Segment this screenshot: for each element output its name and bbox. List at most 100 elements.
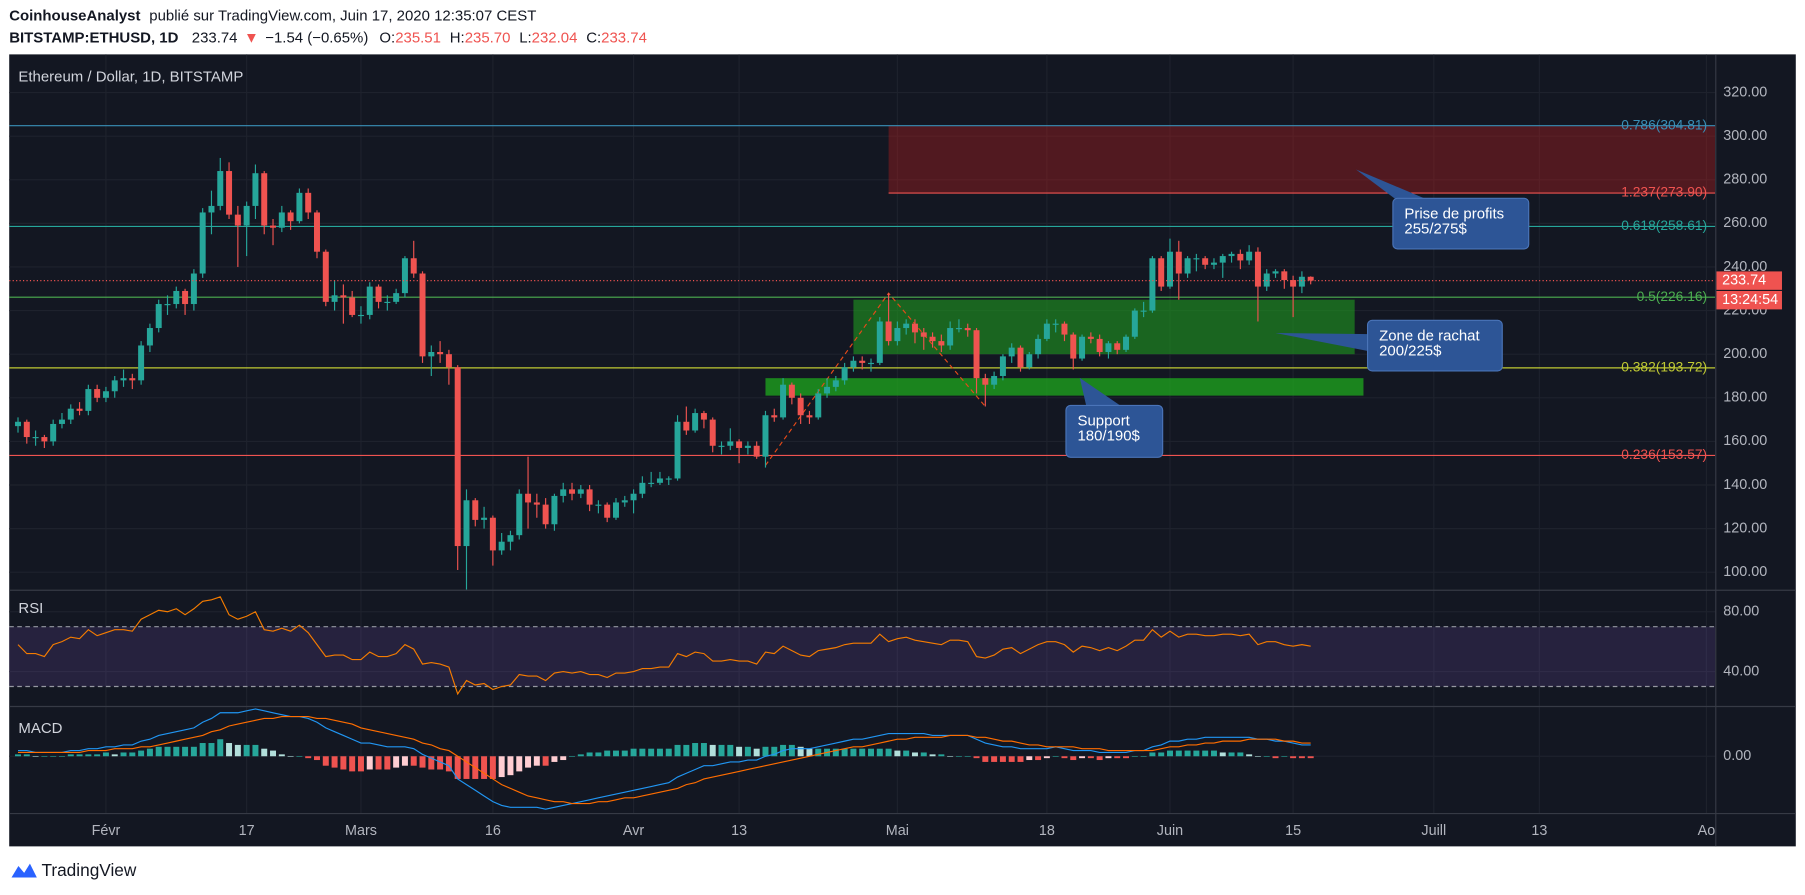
macd-histogram-bar [525, 756, 532, 768]
fib-level-label: 0.5(226.16) [1637, 288, 1708, 304]
x-tick-label: Juill [1421, 823, 1446, 839]
macd-histogram-bar [903, 750, 910, 757]
macd-histogram-bar [560, 756, 567, 761]
candle-body [507, 535, 514, 542]
macd-histogram-bar [1123, 756, 1130, 759]
macd-histogram-bar [252, 744, 259, 757]
macd-histogram-bar [815, 748, 822, 757]
candle-body [454, 367, 461, 547]
macd-histogram-bar [1298, 756, 1305, 759]
rsi-tick-label: 80.00 [1723, 604, 1759, 620]
macd-histogram-bar [1061, 756, 1068, 759]
macd-histogram-bar [1175, 750, 1182, 757]
macd-histogram-bar [243, 744, 250, 757]
last-price-tag [1716, 271, 1782, 290]
macd-histogram-bar [1167, 750, 1173, 757]
macd-histogram-bar [727, 744, 734, 757]
candle-body [366, 286, 373, 315]
macd-histogram-bar [1237, 752, 1244, 757]
candle-body [15, 421, 21, 427]
macd-histogram-bar [208, 743, 215, 757]
header-line-1: CoinhouseAnalyst publié sur TradingView.… [9, 7, 536, 24]
candle-body [1281, 271, 1288, 281]
macd-histogram-bar [375, 756, 382, 770]
candle-body [911, 323, 918, 333]
macd-histogram-bar [911, 752, 918, 757]
zone [765, 378, 1364, 396]
y-tick-label: 120.00 [1723, 520, 1767, 536]
candle-body [560, 489, 567, 496]
candle-body [23, 421, 30, 438]
candle-body [621, 500, 628, 503]
y-tick-label: 300.00 [1723, 128, 1767, 144]
candle-body [111, 380, 118, 392]
logo-text: TradingView [41, 860, 136, 880]
y-tick-label: 180.00 [1723, 390, 1767, 406]
macd-histogram-bar [604, 750, 611, 757]
candle-body [1043, 323, 1050, 339]
macd-histogram-bar [287, 756, 294, 757]
candle-body [903, 323, 910, 329]
candle-body [481, 517, 488, 520]
candle-body [595, 504, 602, 506]
macd-histogram-bar [1149, 752, 1156, 757]
macd-histogram-bar [94, 754, 101, 757]
macd-histogram-bar [454, 756, 461, 779]
macd-histogram-bar [586, 752, 593, 757]
zone [853, 299, 1355, 355]
price-pane: 0.786(304.81) 1.237(273.90) 0.618(258.61) 0… [9, 116, 1716, 590]
candle-body [868, 362, 874, 365]
rsi-tick-label: 40.00 [1723, 663, 1759, 679]
macd-histogram-bar [982, 756, 989, 762]
macd-histogram-bar [569, 756, 576, 757]
macd-histogram-bar [938, 754, 945, 757]
candle-body [155, 304, 162, 329]
macd-histogram-bar [894, 750, 901, 757]
candle-body [1184, 258, 1191, 274]
countdown-tag [1716, 290, 1782, 310]
chart-area [9, 54, 1796, 847]
candle-body [929, 336, 936, 342]
macd-histogram-bar [507, 756, 514, 776]
candle-body [964, 328, 971, 331]
macd-histogram-bar [577, 754, 584, 757]
candle-body [700, 413, 707, 420]
candle-body [920, 332, 927, 337]
macd-histogram-bar [1035, 756, 1042, 761]
macd-histogram-bar [410, 756, 417, 766]
macd-histogram-bar [1184, 750, 1191, 757]
macd-histogram-bar [481, 756, 488, 779]
macd-histogram-bar [340, 756, 347, 770]
macd-histogram-bar [516, 756, 523, 772]
callout-text: Support [1077, 413, 1130, 430]
candle-body [1307, 276, 1314, 281]
candle-body [1017, 347, 1024, 368]
candle-body [1123, 336, 1130, 350]
candle-body [718, 445, 725, 447]
macd-histogram-bar [270, 750, 277, 757]
candle-body [287, 212, 294, 222]
candle-body [401, 258, 408, 294]
macd-histogram-bar [551, 756, 558, 762]
macd-histogram-bar [32, 756, 39, 757]
macd-histogram-bar [217, 739, 224, 757]
macd-histogram-bar [234, 744, 241, 757]
macd-histogram-bar [1008, 756, 1015, 762]
candle-body [1193, 258, 1200, 260]
macd-histogram-bar [463, 756, 470, 779]
macd-histogram-bar [1254, 756, 1261, 757]
macd-histogram-bar [58, 756, 65, 757]
macd-histogram-bar [736, 746, 743, 757]
x-tick-label: 17 [239, 823, 255, 839]
change: −1.54 (−0.65%) [265, 29, 368, 46]
candle-body [832, 380, 839, 387]
candle-body [577, 489, 584, 494]
last-price: 233.74 [192, 29, 238, 46]
macd-line [18, 708, 1311, 810]
candle-body [999, 356, 1006, 376]
y-tick-label: 140.00 [1723, 477, 1767, 493]
candle-body [357, 314, 364, 317]
